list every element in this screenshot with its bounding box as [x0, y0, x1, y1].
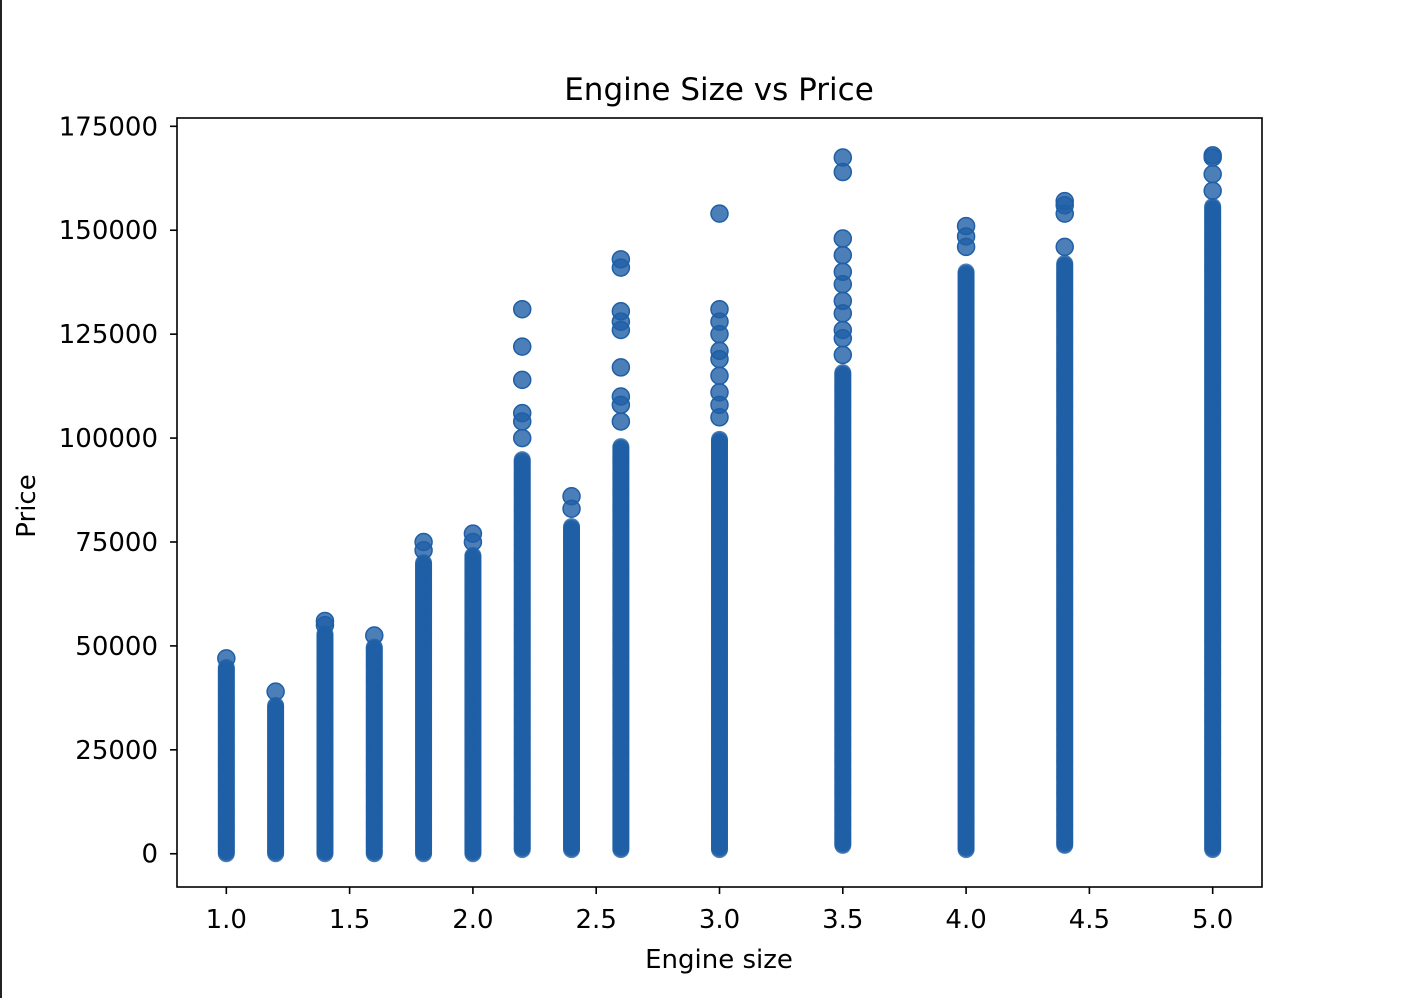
point-column-4.4 [1055, 191, 1074, 854]
point-column-2.2 [512, 299, 532, 859]
x-tick-label: 1.0 [206, 905, 247, 935]
data-point [611, 412, 631, 431]
point-column-1.6 [365, 626, 384, 863]
data-point [711, 430, 728, 448]
data-point [415, 554, 433, 572]
data-point [833, 245, 853, 265]
x-tick-label: 3.5 [822, 905, 863, 935]
data-point [833, 229, 853, 248]
window-left-border [0, 0, 2, 998]
data-point [1056, 254, 1074, 272]
data-point [833, 262, 853, 282]
data-point [217, 649, 236, 668]
data-point [833, 345, 853, 365]
data-point [1203, 181, 1222, 200]
data-point [833, 291, 853, 311]
x-tick-label: 2.5 [576, 905, 617, 935]
data-point [512, 428, 532, 448]
data-point [464, 546, 482, 564]
data-point [710, 204, 729, 223]
data-point [1055, 237, 1074, 257]
point-column-3.5 [833, 148, 853, 854]
point-column-2.6 [611, 250, 631, 859]
scatter-points [217, 146, 1222, 863]
data-point [710, 341, 729, 361]
data-point [710, 383, 729, 402]
y-tick-label: 75000 [75, 528, 158, 558]
x-axis-label: Engine size [645, 945, 793, 975]
x-tick-label: 4.0 [945, 905, 986, 935]
y-axis-label: Price [12, 474, 42, 537]
point-column-1.8 [414, 532, 433, 863]
data-point [563, 518, 581, 536]
data-point [833, 148, 853, 167]
data-point [956, 216, 976, 236]
data-point [512, 403, 532, 423]
y-tick-label: 25000 [75, 736, 158, 766]
x-tick-label: 4.5 [1069, 905, 1110, 935]
point-column-2 [463, 524, 483, 863]
data-point [710, 299, 729, 319]
x-tick-label: 5.0 [1192, 905, 1233, 935]
point-column-1.4 [315, 611, 335, 863]
data-point [1204, 198, 1222, 216]
data-point [512, 370, 532, 390]
point-column-3 [710, 204, 729, 859]
data-point [612, 438, 630, 456]
data-point [512, 299, 532, 319]
data-point [611, 250, 631, 269]
data-point [463, 524, 483, 543]
data-point [1203, 164, 1222, 184]
data-point [365, 626, 384, 645]
x-tick-label: 3.0 [699, 905, 740, 935]
y-tick-label: 100000 [59, 424, 158, 454]
data-point [267, 696, 285, 714]
y-tick-label: 175000 [59, 112, 158, 142]
y-tick-label: 125000 [59, 320, 158, 350]
point-column-1.2 [266, 682, 285, 863]
data-point [710, 366, 729, 385]
y-tick-label: 150000 [59, 216, 158, 246]
data-point [834, 364, 852, 382]
data-point [315, 611, 335, 631]
data-point [957, 263, 975, 281]
data-point [266, 682, 285, 701]
data-point [1055, 191, 1074, 211]
data-point [611, 302, 631, 321]
x-tick-label: 2.0 [452, 905, 493, 935]
point-column-2.4 [562, 487, 581, 859]
chart-title: Engine Size vs Price [564, 72, 874, 108]
data-point [513, 451, 531, 469]
data-point [833, 320, 853, 340]
data-point [512, 337, 532, 356]
data-point [1203, 146, 1222, 165]
point-column-5 [1203, 146, 1222, 859]
data-point [414, 532, 433, 552]
y-tick-label: 0 [141, 840, 158, 870]
data-point [611, 387, 631, 406]
point-column-1 [217, 649, 236, 863]
data-point [611, 358, 631, 377]
x-tick-label: 1.5 [329, 905, 370, 935]
data-point [562, 487, 581, 506]
y-tick-label: 50000 [75, 632, 158, 662]
axes: 1.0 1.5 2.0 2.5 3.0 3.5 4.0 4.5 5.0 0 25000 50000 75… [59, 112, 1263, 935]
point-column-4 [956, 216, 976, 859]
